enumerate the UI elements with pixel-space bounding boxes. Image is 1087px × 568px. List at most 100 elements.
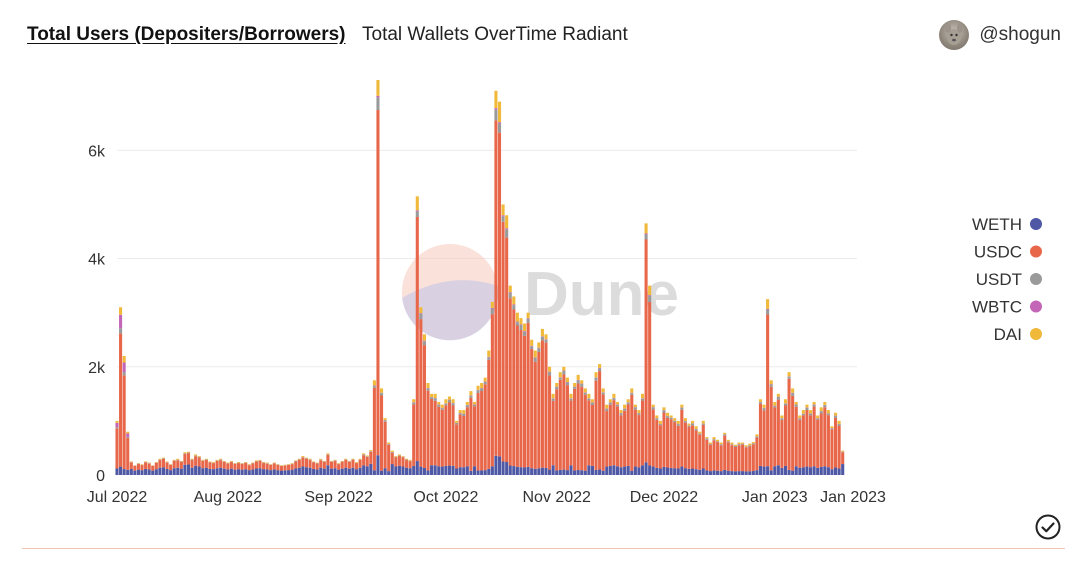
bar-segment-dai[interactable] bbox=[354, 462, 359, 463]
bar-segment-usdt[interactable] bbox=[794, 404, 798, 407]
bar-segment-usdt[interactable] bbox=[623, 408, 627, 411]
bar-segment-usdc[interactable] bbox=[351, 460, 355, 468]
bar-segment-weth[interactable] bbox=[551, 465, 555, 475]
bar-segment-weth[interactable] bbox=[801, 467, 805, 475]
bar-segment-weth[interactable] bbox=[401, 466, 405, 475]
bar-segment-wbtc[interactable] bbox=[497, 122, 502, 124]
bar-segment-usdc[interactable] bbox=[447, 402, 452, 466]
bar-segment-weth[interactable] bbox=[129, 468, 133, 475]
bar-segment-usdc[interactable] bbox=[251, 463, 255, 470]
bar-segment-usdt[interactable] bbox=[773, 405, 777, 408]
bar-segment-usdc[interactable] bbox=[737, 445, 741, 472]
bar-segment-usdt[interactable] bbox=[433, 398, 437, 401]
bar-segment-usdt[interactable] bbox=[608, 402, 612, 405]
bar-segment-dai[interactable] bbox=[712, 437, 716, 440]
bar-segment-usdc[interactable] bbox=[315, 463, 319, 470]
bar-segment-usdc[interactable] bbox=[741, 444, 745, 472]
bar-segment-usdt[interactable] bbox=[640, 398, 645, 401]
bar-segment-dai[interactable] bbox=[490, 301, 494, 308]
bar-segment-weth[interactable] bbox=[530, 468, 534, 475]
bar-segment-usdc[interactable] bbox=[194, 456, 198, 466]
bar-segment-dai[interactable] bbox=[812, 401, 816, 405]
bar-segment-dai[interactable] bbox=[401, 456, 405, 457]
bar-segment-weth[interactable] bbox=[816, 467, 820, 475]
bar-segment-usdc[interactable] bbox=[147, 463, 151, 470]
bar-segment-usdt[interactable] bbox=[183, 453, 187, 455]
bar-segment-wbtc[interactable] bbox=[540, 336, 544, 337]
bar-segment-dai[interactable] bbox=[555, 383, 559, 387]
bar-segment-usdc[interactable] bbox=[594, 380, 598, 470]
bar-segment-usdt[interactable] bbox=[712, 439, 716, 441]
bar-segment-dai[interactable] bbox=[548, 366, 552, 372]
bar-segment-usdc[interactable] bbox=[419, 319, 423, 467]
bar-segment-usdc[interactable] bbox=[630, 394, 634, 471]
bar-segment-dai[interactable] bbox=[172, 459, 176, 461]
bar-segment-dai[interactable] bbox=[387, 442, 391, 444]
bar-segment-usdt[interactable] bbox=[633, 407, 637, 410]
bar-segment-weth[interactable] bbox=[237, 469, 241, 475]
bar-segment-dai[interactable] bbox=[612, 393, 616, 398]
bar-segment-usdc[interactable] bbox=[808, 415, 813, 468]
bar-segment-weth[interactable] bbox=[687, 468, 691, 475]
bar-segment-usdc[interactable] bbox=[440, 409, 444, 467]
bar-segment-wbtc[interactable] bbox=[122, 362, 126, 373]
bar-segment-usdc[interactable] bbox=[601, 394, 605, 471]
bar-segment-usdt[interactable] bbox=[576, 380, 580, 384]
bar-segment-usdt[interactable] bbox=[830, 428, 834, 430]
bar-segment-dai[interactable] bbox=[447, 396, 452, 400]
bar-segment-usdt[interactable] bbox=[841, 451, 845, 453]
bar-segment-usdc[interactable] bbox=[247, 465, 251, 471]
bar-segment-usdt[interactable] bbox=[558, 377, 562, 380]
bar-segment-dai[interactable] bbox=[755, 434, 759, 437]
bar-segment-wbtc[interactable] bbox=[522, 331, 527, 332]
bar-segment-weth[interactable] bbox=[798, 467, 802, 475]
bar-segment-weth[interactable] bbox=[612, 465, 616, 475]
bar-segment-dai[interactable] bbox=[219, 458, 223, 460]
bar-segment-weth[interactable] bbox=[254, 468, 258, 475]
bar-segment-wbtc[interactable] bbox=[415, 210, 419, 212]
bar-segment-weth[interactable] bbox=[419, 466, 423, 475]
bar-segment-dai[interactable] bbox=[394, 456, 398, 457]
bar-segment-usdt[interactable] bbox=[430, 397, 434, 400]
bar-segment-dai[interactable] bbox=[472, 401, 477, 405]
bar-segment-weth[interactable] bbox=[426, 470, 430, 475]
bar-segment-dai[interactable] bbox=[126, 431, 130, 434]
bar-segment-usdt[interactable] bbox=[669, 417, 673, 420]
bar-segment-usdc[interactable] bbox=[244, 462, 248, 470]
bar-segment-usdc[interactable] bbox=[176, 460, 180, 468]
bar-segment-dai[interactable] bbox=[455, 420, 459, 423]
bar-segment-usdc[interactable] bbox=[819, 413, 823, 467]
bar-segment-usdc[interactable] bbox=[154, 462, 158, 470]
bar-segment-weth[interactable] bbox=[640, 465, 645, 475]
bar-segment-dai[interactable] bbox=[244, 462, 248, 463]
bar-segment-usdt[interactable] bbox=[537, 348, 541, 352]
bar-segment-usdc[interactable] bbox=[687, 426, 691, 469]
bar-segment-weth[interactable] bbox=[383, 468, 387, 475]
bar-segment-usdc[interactable] bbox=[394, 457, 398, 467]
bar-segment-usdt[interactable] bbox=[826, 413, 830, 416]
bar-segment-usdc[interactable] bbox=[758, 403, 763, 466]
bar-segment-usdt[interactable] bbox=[544, 339, 548, 343]
bar-segment-usdc[interactable] bbox=[537, 351, 541, 469]
bar-segment-weth[interactable] bbox=[648, 465, 652, 475]
bar-segment-weth[interactable] bbox=[780, 467, 784, 475]
bar-segment-usdc[interactable] bbox=[161, 459, 166, 468]
bar-segment-weth[interactable] bbox=[630, 470, 634, 475]
bar-segment-weth[interactable] bbox=[354, 469, 359, 475]
bar-segment-usdt[interactable] bbox=[658, 424, 662, 426]
bar-segment-weth[interactable] bbox=[262, 469, 266, 475]
bar-segment-usdc[interactable] bbox=[115, 428, 119, 469]
bar-segment-usdc[interactable] bbox=[733, 447, 737, 472]
bar-segment-dai[interactable] bbox=[211, 462, 216, 463]
bar-segment-usdc[interactable] bbox=[812, 406, 816, 467]
bar-segment-usdc[interactable] bbox=[458, 414, 462, 468]
bar-segment-usdt[interactable] bbox=[573, 387, 577, 389]
bar-segment-dai[interactable] bbox=[558, 372, 562, 378]
bar-segment-dai[interactable] bbox=[483, 377, 487, 382]
bar-segment-usdt[interactable] bbox=[476, 390, 480, 393]
bar-segment-weth[interactable] bbox=[619, 467, 623, 475]
bar-segment-usdc[interactable] bbox=[415, 216, 419, 462]
bar-segment-dai[interactable] bbox=[437, 401, 441, 405]
bar-segment-usdc[interactable] bbox=[590, 405, 595, 466]
bar-segment-dai[interactable] bbox=[580, 380, 584, 384]
